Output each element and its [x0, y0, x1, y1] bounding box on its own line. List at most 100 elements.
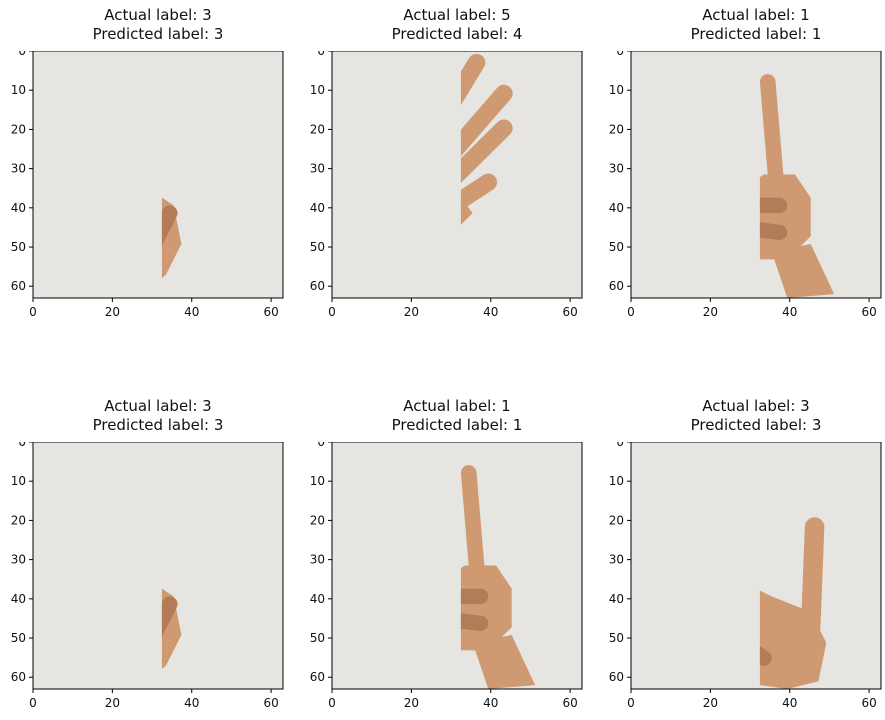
y-tick-label: 0	[317, 51, 325, 58]
finger-shape	[759, 74, 784, 183]
y-tick-label: 50	[609, 631, 624, 645]
x-tick-label: 60	[263, 305, 278, 319]
x-tick-label: 20	[404, 696, 419, 710]
y-tick-label: 10	[11, 83, 26, 97]
finger-shape	[460, 53, 486, 106]
hand-shape	[472, 634, 536, 689]
y-tick-label: 50	[11, 240, 26, 254]
y-tick-label: 30	[310, 162, 325, 176]
finger-shape	[161, 596, 178, 637]
x-tick-label: 0	[328, 696, 336, 710]
y-tick-label: 50	[310, 631, 325, 645]
axes-frame	[331, 442, 583, 690]
y-tick-label: 0	[317, 442, 325, 449]
y-tick-label: 20	[609, 513, 624, 527]
hand-illustration	[161, 197, 182, 279]
panel-title-actual: Actual label: 1	[403, 397, 511, 415]
hand-illustration	[161, 588, 182, 670]
finger-shape	[460, 173, 498, 211]
finger-shape	[759, 222, 788, 241]
hand-illustration	[759, 517, 827, 689]
x-tick-label: 60	[263, 696, 278, 710]
x-tick-label: 0	[328, 305, 336, 319]
finger-shape	[460, 119, 513, 183]
panel-title-predicted: Predicted label: 4	[391, 25, 523, 43]
y-tick-label: 40	[11, 201, 26, 215]
x-tick-label: 0	[29, 696, 37, 710]
y-tick-label: 30	[609, 553, 624, 567]
y-tick-label: 60	[310, 279, 325, 293]
hand-illustration	[460, 465, 536, 689]
panel-title-actual: Actual label: 1	[702, 6, 810, 24]
x-tick-label: 40	[483, 696, 498, 710]
y-tick-label: 30	[609, 162, 624, 176]
x-tick-label: 40	[483, 305, 498, 319]
panel-title-predicted: Predicted label: 3	[690, 416, 822, 434]
y-tick-label: 10	[11, 474, 26, 488]
y-tick-label: 40	[609, 201, 624, 215]
y-tick-label: 60	[609, 670, 624, 684]
y-tick-label: 30	[11, 162, 26, 176]
y-tick-label: 40	[310, 201, 325, 215]
x-tick-label: 20	[703, 696, 718, 710]
y-tick-label: 50	[11, 631, 26, 645]
finger-shape	[460, 465, 485, 574]
finger-shape	[460, 613, 489, 632]
y-tick-label: 10	[609, 474, 624, 488]
image-background	[631, 51, 881, 298]
y-tick-label: 10	[310, 83, 325, 97]
y-tick-label: 60	[310, 670, 325, 684]
y-tick-label: 0	[18, 442, 26, 449]
panel-title-predicted: Predicted label: 3	[92, 416, 224, 434]
x-tick-label: 0	[29, 305, 37, 319]
image-background	[33, 442, 283, 689]
y-tick-label: 60	[11, 670, 26, 684]
panel-title-actual: Actual label: 3	[702, 397, 810, 415]
x-tick-label: 20	[105, 305, 120, 319]
y-tick-label: 50	[310, 240, 325, 254]
y-tick-label: 20	[11, 513, 26, 527]
x-tick-label: 40	[782, 696, 797, 710]
panel-title-predicted: Predicted label: 1	[391, 416, 523, 434]
axes-frame	[32, 51, 284, 299]
x-tick-label: 0	[627, 696, 635, 710]
image-background	[332, 442, 582, 689]
x-tick-label: 20	[703, 305, 718, 319]
y-tick-label: 0	[616, 51, 624, 58]
y-tick-label: 60	[11, 279, 26, 293]
panel-title-actual: Actual label: 3	[104, 6, 212, 24]
image-background	[332, 51, 582, 298]
y-tick-label: 30	[310, 553, 325, 567]
y-tick-label: 10	[310, 474, 325, 488]
x-tick-label: 0	[627, 305, 635, 319]
panel-title-predicted: Predicted label: 3	[92, 25, 224, 43]
finger-shape	[800, 517, 825, 637]
x-tick-label: 40	[184, 305, 199, 319]
y-tick-label: 40	[310, 592, 325, 606]
y-tick-label: 50	[609, 240, 624, 254]
y-tick-label: 20	[11, 122, 26, 136]
image-background	[631, 442, 881, 689]
y-tick-label: 0	[616, 442, 624, 449]
panel-title-predicted: Predicted label: 1	[690, 25, 822, 43]
y-tick-label: 20	[609, 122, 624, 136]
x-tick-label: 20	[404, 305, 419, 319]
y-tick-label: 20	[310, 122, 325, 136]
x-tick-label: 60	[861, 305, 876, 319]
y-tick-label: 40	[11, 592, 26, 606]
finger-shape	[460, 84, 513, 157]
image-background	[33, 51, 283, 298]
x-tick-label: 20	[105, 696, 120, 710]
y-tick-label: 10	[609, 83, 624, 97]
panel-title-actual: Actual label: 3	[104, 397, 212, 415]
y-tick-label: 60	[609, 279, 624, 293]
hand-illustration	[759, 74, 835, 298]
axes-frame	[630, 51, 882, 299]
